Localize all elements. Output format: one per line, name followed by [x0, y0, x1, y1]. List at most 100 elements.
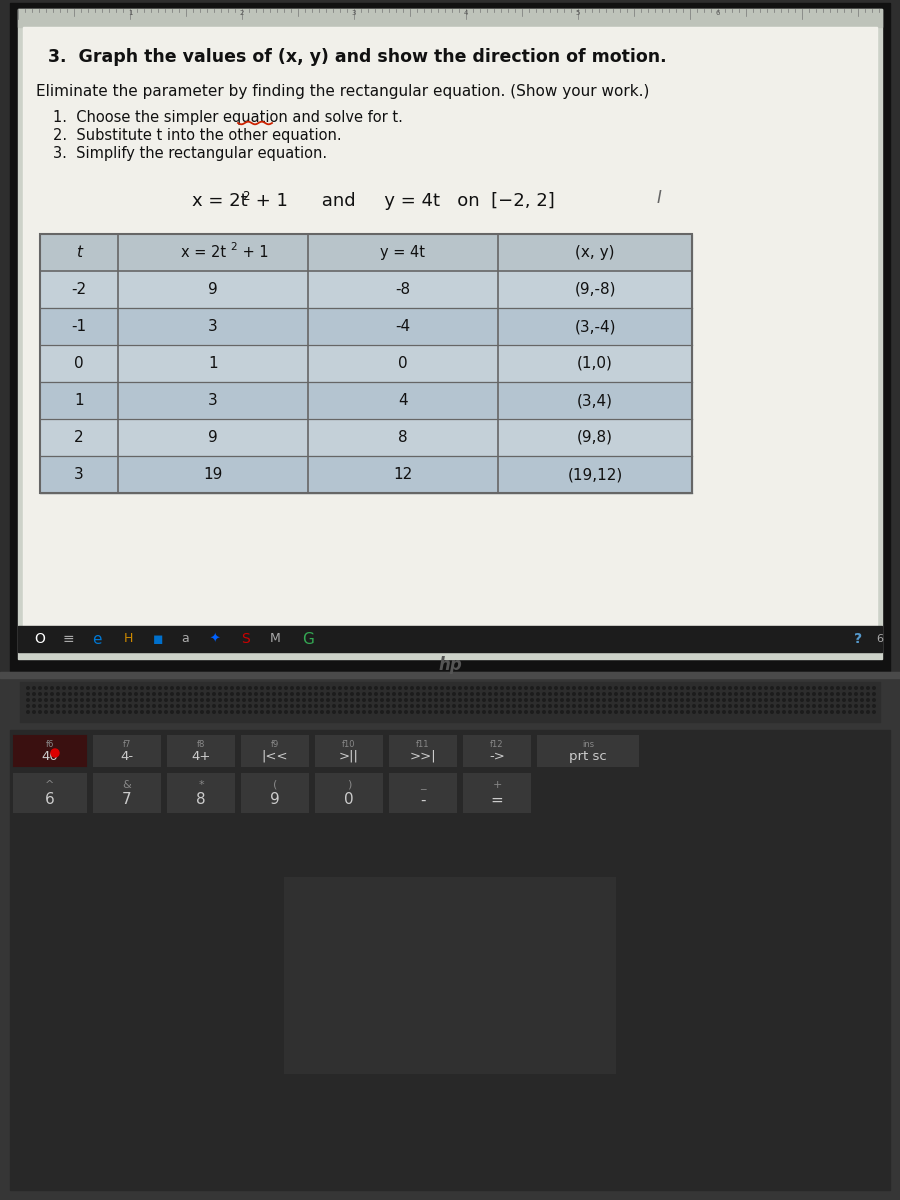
Circle shape: [723, 692, 725, 695]
Circle shape: [176, 692, 179, 695]
Circle shape: [399, 698, 401, 701]
Circle shape: [381, 704, 383, 707]
Text: 19: 19: [203, 467, 222, 482]
Circle shape: [549, 704, 552, 707]
Circle shape: [813, 692, 815, 695]
Text: (9,-8): (9,-8): [574, 282, 616, 296]
Circle shape: [464, 692, 467, 695]
Circle shape: [57, 710, 59, 713]
Circle shape: [302, 686, 305, 689]
Text: S: S: [240, 632, 249, 646]
Circle shape: [93, 710, 95, 713]
Circle shape: [549, 710, 552, 713]
Circle shape: [513, 698, 516, 701]
Circle shape: [867, 698, 869, 701]
Bar: [18, 8, 882, 26]
Circle shape: [104, 698, 107, 701]
Circle shape: [639, 710, 642, 713]
Circle shape: [140, 704, 143, 707]
Circle shape: [567, 698, 570, 701]
Circle shape: [525, 710, 527, 713]
Circle shape: [356, 710, 359, 713]
Circle shape: [135, 698, 138, 701]
Circle shape: [212, 704, 215, 707]
Circle shape: [734, 692, 737, 695]
Circle shape: [212, 710, 215, 713]
Circle shape: [651, 692, 653, 695]
Circle shape: [207, 704, 210, 707]
Circle shape: [585, 698, 588, 701]
Circle shape: [315, 710, 318, 713]
Circle shape: [423, 698, 426, 701]
Circle shape: [590, 692, 593, 695]
Circle shape: [327, 692, 329, 695]
Circle shape: [32, 704, 35, 707]
Circle shape: [518, 710, 521, 713]
Circle shape: [261, 692, 264, 695]
Circle shape: [171, 710, 174, 713]
Circle shape: [230, 710, 233, 713]
Circle shape: [261, 710, 264, 713]
Circle shape: [518, 686, 521, 689]
Circle shape: [597, 710, 599, 713]
Text: 3: 3: [74, 467, 84, 482]
Circle shape: [284, 704, 287, 707]
Circle shape: [806, 686, 809, 689]
Circle shape: [165, 710, 167, 713]
Circle shape: [860, 710, 863, 713]
Bar: [242, 774, 308, 812]
Bar: [0, 672, 900, 678]
Circle shape: [345, 692, 347, 695]
Circle shape: [500, 692, 503, 695]
Circle shape: [500, 698, 503, 701]
Circle shape: [464, 686, 467, 689]
Circle shape: [579, 698, 581, 701]
Circle shape: [579, 704, 581, 707]
Circle shape: [801, 686, 804, 689]
Circle shape: [507, 704, 509, 707]
Circle shape: [135, 686, 138, 689]
Circle shape: [860, 704, 863, 707]
Circle shape: [513, 710, 516, 713]
Circle shape: [381, 686, 383, 689]
Circle shape: [309, 698, 311, 701]
Circle shape: [75, 710, 77, 713]
Circle shape: [842, 698, 845, 701]
Circle shape: [687, 704, 689, 707]
Circle shape: [176, 686, 179, 689]
Circle shape: [525, 692, 527, 695]
Circle shape: [189, 686, 192, 689]
Circle shape: [297, 704, 300, 707]
Text: 3: 3: [352, 10, 356, 16]
Circle shape: [765, 710, 768, 713]
Text: 3.  Simplify the rectangular equation.: 3. Simplify the rectangular equation.: [53, 146, 327, 161]
Circle shape: [441, 692, 444, 695]
Circle shape: [291, 704, 293, 707]
Text: ◼: ◼: [153, 632, 163, 646]
Text: =: =: [491, 792, 503, 808]
Circle shape: [237, 704, 239, 707]
Circle shape: [309, 710, 311, 713]
Circle shape: [507, 692, 509, 695]
Circle shape: [567, 692, 570, 695]
Circle shape: [626, 698, 629, 701]
Circle shape: [392, 686, 395, 689]
Circle shape: [500, 710, 503, 713]
Text: 2.  Substitute t into the other equation.: 2. Substitute t into the other equation.: [53, 128, 342, 143]
Circle shape: [417, 686, 419, 689]
Circle shape: [621, 704, 624, 707]
Circle shape: [824, 692, 827, 695]
Circle shape: [783, 710, 786, 713]
Circle shape: [513, 692, 516, 695]
Circle shape: [201, 698, 203, 701]
Circle shape: [248, 686, 251, 689]
Circle shape: [842, 686, 845, 689]
Circle shape: [158, 686, 161, 689]
Circle shape: [446, 686, 449, 689]
Circle shape: [50, 698, 53, 701]
Circle shape: [291, 686, 293, 689]
Text: ->: ->: [489, 750, 505, 763]
Circle shape: [513, 704, 516, 707]
Circle shape: [135, 704, 138, 707]
Circle shape: [63, 692, 66, 695]
